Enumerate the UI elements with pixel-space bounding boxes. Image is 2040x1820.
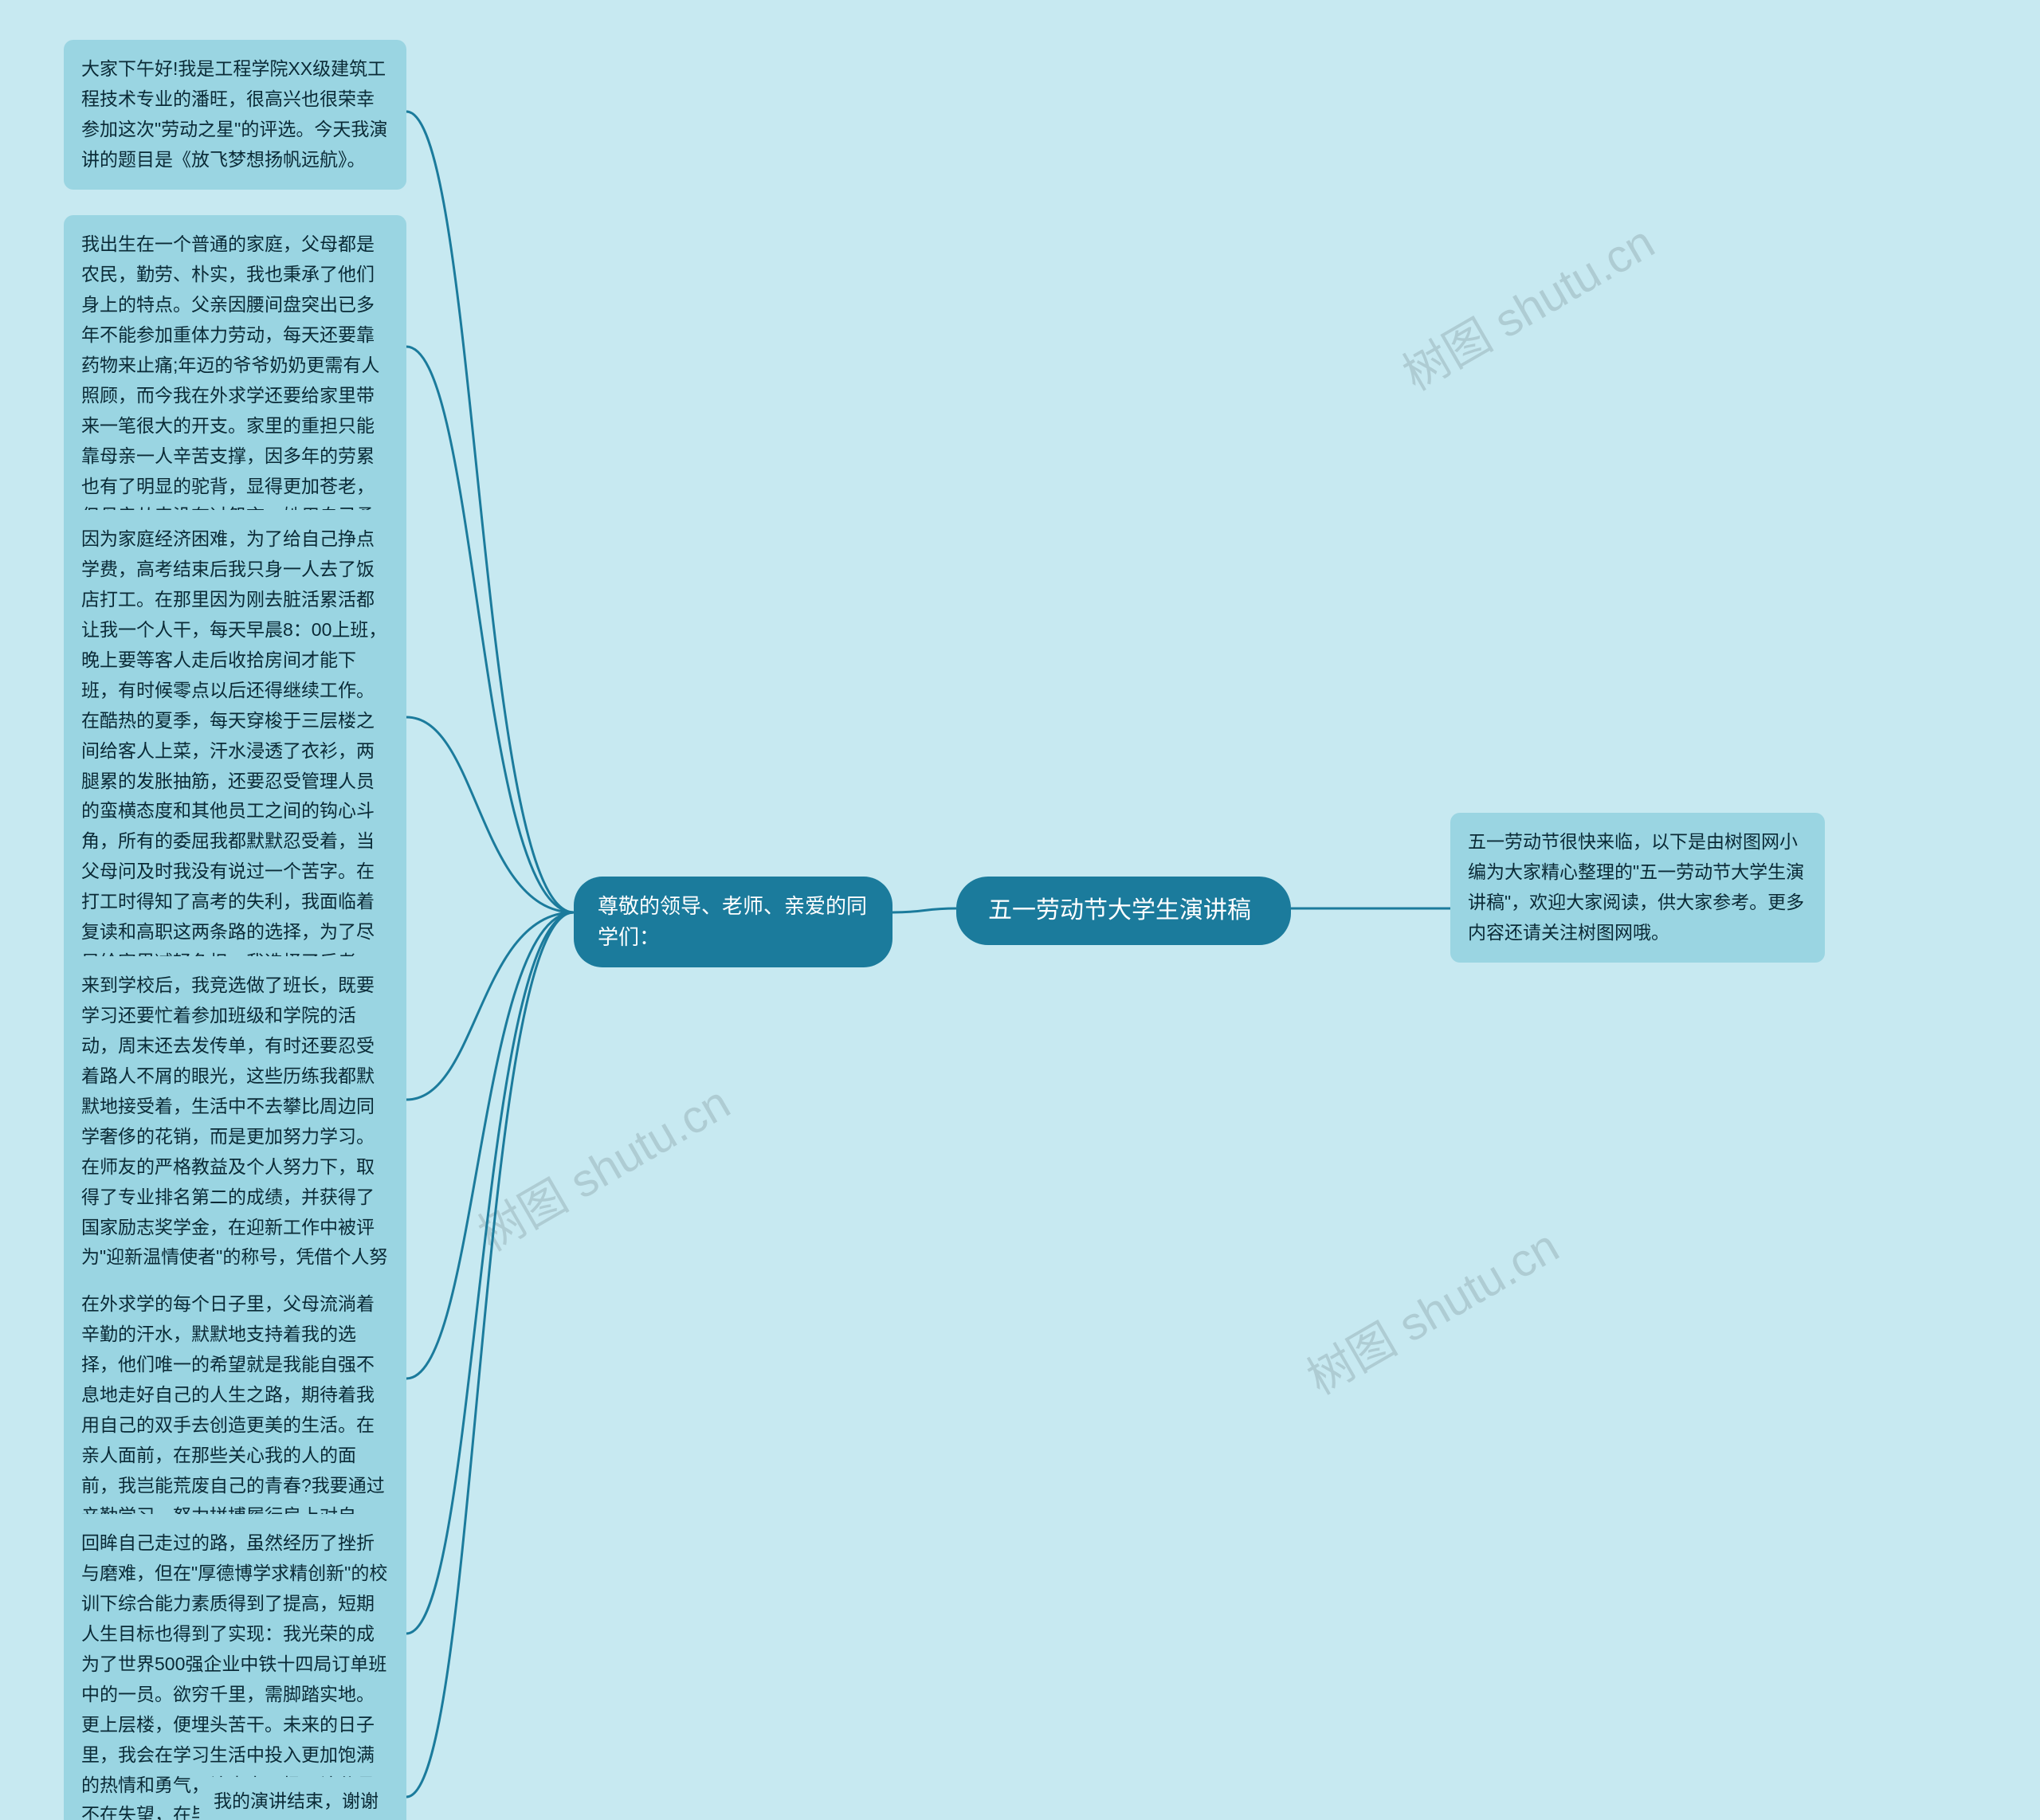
mindmap-leaf[interactable]: 大家下午好!我是工程学院XX级建筑工程技术专业的潘旺，很高兴也很荣幸参加这次"劳… bbox=[64, 40, 406, 190]
watermark: 树图 shutu.cn bbox=[465, 1066, 740, 1264]
mindmap-right-leaf[interactable]: 五一劳动节很快来临，以下是由树图网小编为大家精心整理的"五一劳动节大学生演讲稿"… bbox=[1450, 813, 1825, 963]
watermark: 树图 shutu.cn bbox=[1293, 1210, 1569, 1407]
mindmap-leaf[interactable]: 回眸自己走过的路，虽然经历了挫折与磨难，但在"厚德博学求精创新"的校训下综合能力… bbox=[64, 1514, 406, 1820]
watermark: 树图 shutu.cn bbox=[1389, 206, 1665, 403]
mindmap-leaf[interactable]: 我的演讲结束，谢谢大家! bbox=[199, 1777, 406, 1820]
mindmap-root[interactable]: 五一劳动节大学生演讲稿 bbox=[956, 877, 1291, 945]
mindmap-left-branch[interactable]: 尊敬的领导、老师、亲爱的同学们： bbox=[574, 877, 892, 967]
